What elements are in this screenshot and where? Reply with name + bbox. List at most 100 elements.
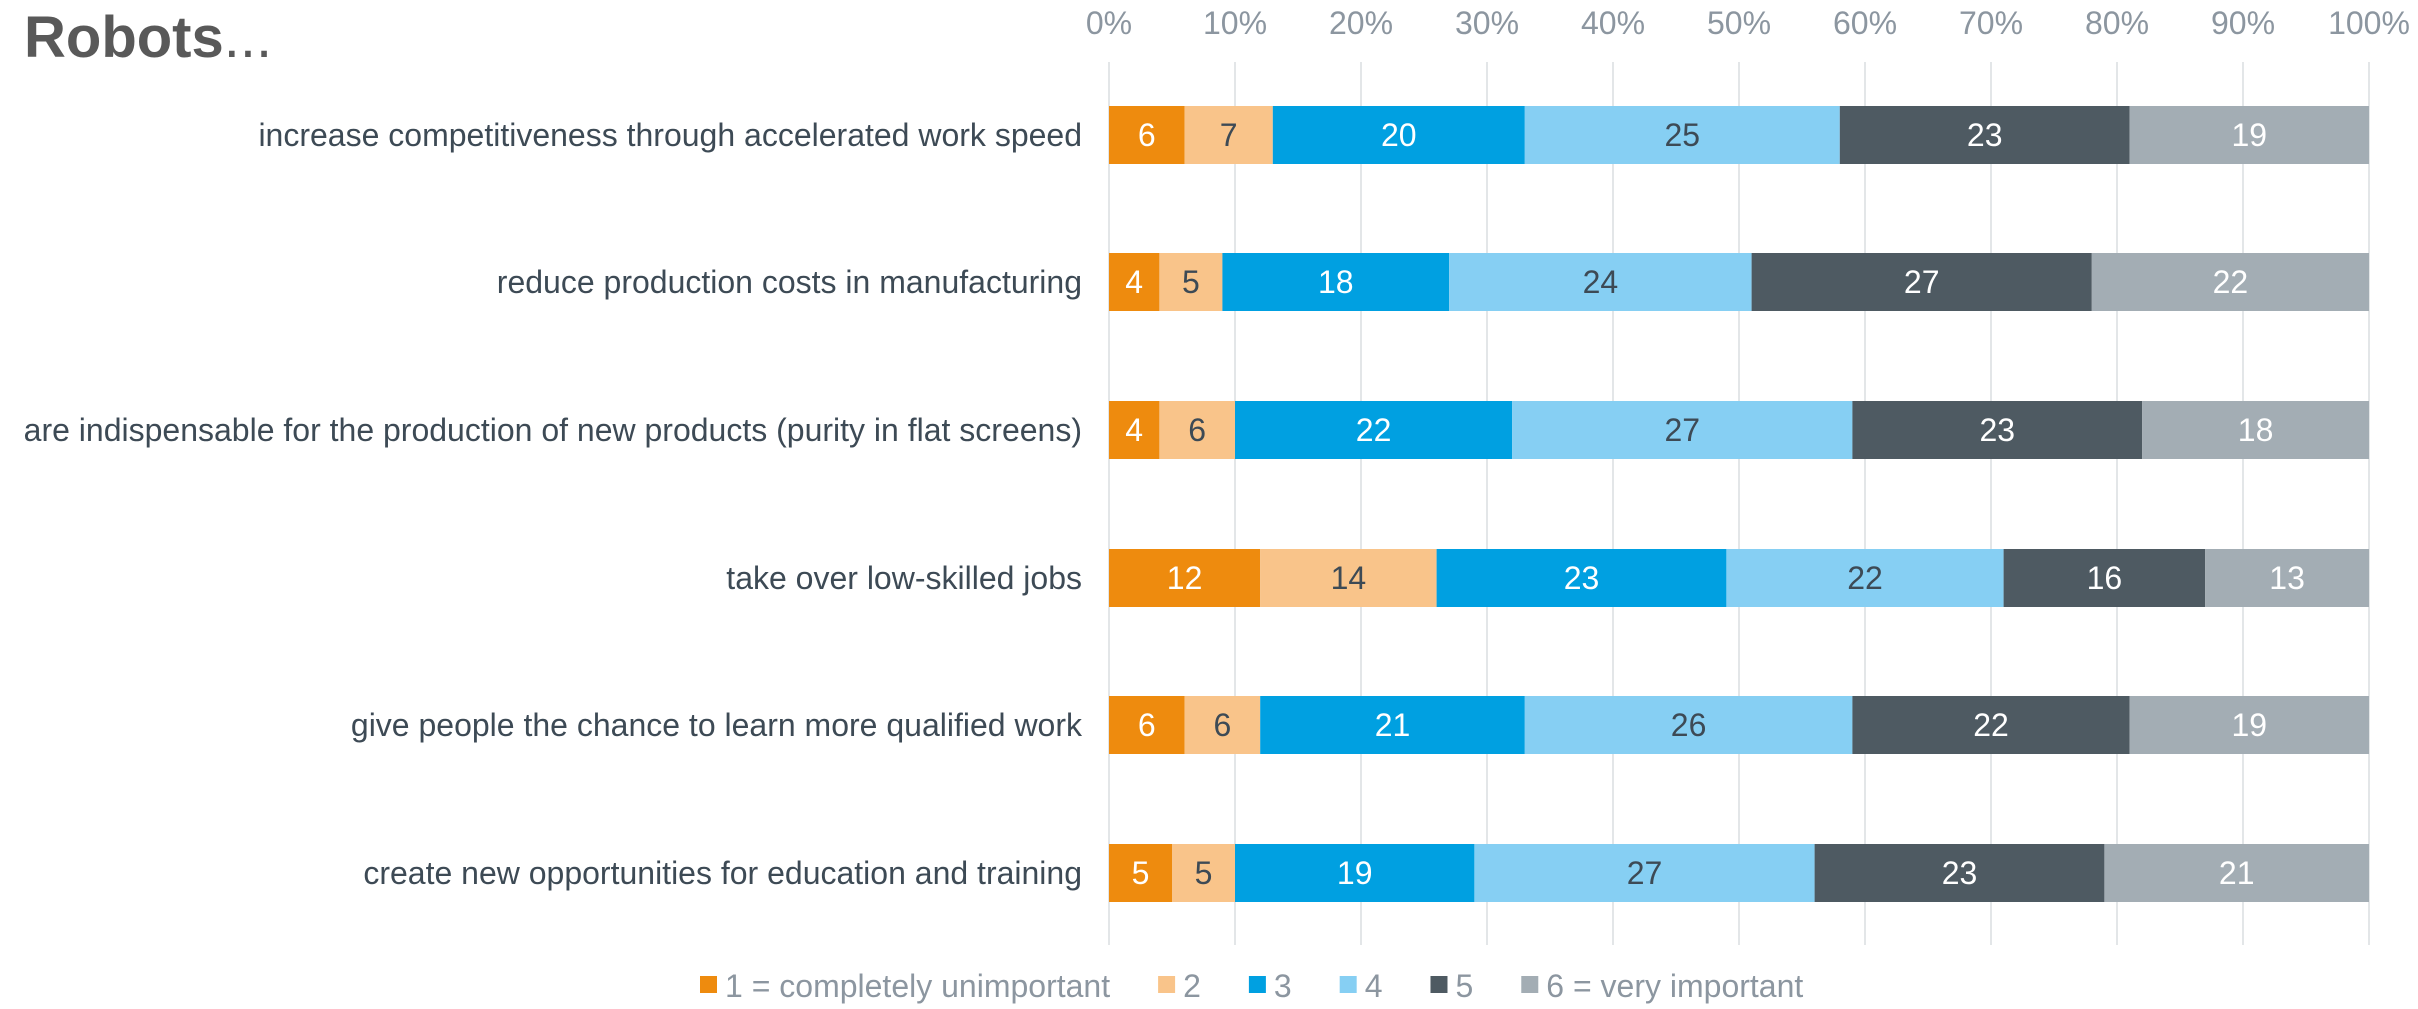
legend-swatch: [700, 976, 717, 993]
category-label: are indispensable for the production of …: [24, 412, 1082, 448]
bar-segment: [1235, 401, 1513, 459]
bar-value-label: 5: [1132, 855, 1150, 891]
bar-value-label: 19: [2232, 707, 2268, 743]
bar-segment: [2104, 844, 2369, 902]
x-tick-label: 80%: [2085, 5, 2149, 41]
bar-value-label: 18: [1318, 264, 1354, 300]
bar-value-label: 23: [1564, 560, 1600, 596]
bar-segment: [1260, 696, 1525, 754]
bar-value-label: 19: [2232, 117, 2268, 153]
bar-row: 5 5 19 27 23 21: [1109, 844, 2369, 902]
bar-segment: [1184, 696, 1261, 754]
bar-value-label: 24: [1583, 264, 1619, 300]
x-tick-label: 0%: [1086, 5, 1132, 41]
gridlines: [1108, 62, 2370, 945]
bar-value-label: 6: [1138, 707, 1156, 743]
bar-segment: [1109, 253, 1160, 311]
bar-value-label: 27: [1904, 264, 1940, 300]
bar-segment: [1159, 401, 1235, 459]
legend-swatch: [1158, 976, 1176, 993]
legend-label: 1 = completely unimportant: [725, 968, 1110, 1004]
bar-value-label: 23: [1942, 855, 1978, 891]
bar-segment: [1235, 844, 1475, 902]
bar-row: 4 6 22 27 23 18: [1109, 401, 2369, 459]
legend-item: 3: [1248, 968, 1292, 1004]
bar-value-label: 23: [1967, 117, 2003, 153]
legend-item: 5: [1430, 968, 1473, 1004]
bar-segment: [1839, 106, 2130, 164]
bar-segment: [2091, 253, 2369, 311]
bar-segment: [2003, 549, 2206, 607]
bar-row: 6 6 21 26 22 19: [1109, 696, 2369, 754]
bar-value-label: 18: [2238, 412, 2274, 448]
bar-value-label: 16: [2087, 560, 2123, 596]
legend-swatch: [1339, 976, 1357, 993]
x-tick-label: 20%: [1329, 5, 1393, 41]
bar-segment: [1524, 696, 1853, 754]
bar-segment: [1814, 844, 2105, 902]
x-tick-label: 70%: [1959, 5, 2023, 41]
chart-title: Robots...: [24, 4, 272, 71]
x-tick-label: 90%: [2211, 5, 2275, 41]
chart-title-suffix: ...: [223, 5, 273, 70]
bar-value-label: 14: [1331, 560, 1367, 596]
bar-segment: [1109, 401, 1160, 459]
x-axis-ticks: 0% 10% 20% 30% 40% 50% 60% 70% 80% 90% 100%: [1086, 5, 2410, 41]
bar-segment: [1260, 549, 1437, 607]
bar-row: 6 7 20 25 23 19: [1109, 106, 2369, 164]
bar-segment: [1184, 106, 1273, 164]
bar-value-label: 12: [1167, 560, 1203, 596]
bar-segment: [1109, 696, 1185, 754]
bar-value-label: 5: [1195, 855, 1213, 891]
bar-segment: [1474, 844, 1815, 902]
bar-value-label: 6: [1214, 707, 1232, 743]
bar-value-label: 4: [1125, 264, 1143, 300]
bar-segment: [1751, 253, 2092, 311]
bar-segment: [1222, 253, 1450, 311]
x-tick-label: 40%: [1581, 5, 1645, 41]
category-label: create new opportunities for education a…: [363, 855, 1082, 891]
bar-value-label: 22: [1973, 707, 2009, 743]
legend-item: 1 = completely unimportant: [700, 968, 1110, 1004]
legend: 1 = completely unimportant 2 3 4 5 6 = very i…: [700, 968, 1803, 1004]
bar-segment: [1172, 844, 1235, 902]
legend-swatch: [1430, 976, 1448, 993]
x-tick-label: 50%: [1707, 5, 1771, 41]
bar-segment: [1159, 253, 1223, 311]
bar-value-label: 21: [2219, 855, 2255, 891]
bar-segment: [2142, 401, 2369, 459]
bar-value-label: 27: [1665, 412, 1701, 448]
bar-value-label: 13: [2269, 560, 2305, 596]
x-tick-label: 100%: [2328, 5, 2410, 41]
bars: 6 7 20 25 23 19 4 5 18 24 27 22 4 6 22 27 23 18 12 14 23 22 16…: [1109, 106, 2369, 902]
bar-segment: [1436, 549, 1727, 607]
category-label: give people the chance to learn more qua…: [351, 707, 1083, 743]
x-tick-label: 30%: [1455, 5, 1519, 41]
bar-value-label: 23: [1980, 412, 2016, 448]
bar-value-label: 22: [1356, 412, 1392, 448]
bar-segment: [1512, 401, 1853, 459]
bar-segment: [1524, 106, 1840, 164]
bar-value-label: 20: [1381, 117, 1417, 153]
chart-title-main: Robots: [24, 5, 224, 70]
legend-label: 2: [1183, 968, 1201, 1004]
category-label: increase competitiveness through acceler…: [258, 117, 1082, 153]
bar-segment: [1852, 696, 2130, 754]
category-labels: increase competitiveness through acceler…: [24, 117, 1083, 891]
legend-label: 6 = very important: [1546, 968, 1803, 1004]
legend-label: 4: [1365, 968, 1383, 1004]
legend-item: 4: [1339, 968, 1383, 1004]
legend-item: 6 = very important: [1521, 968, 1803, 1004]
bar-row: 12 14 23 22 16 13: [1109, 549, 2369, 607]
bar-segment: [1449, 253, 1752, 311]
bar-segment: [1272, 106, 1525, 164]
bar-segment: [1852, 401, 2143, 459]
bar-value-label: 26: [1671, 707, 1707, 743]
bar-segment: [2129, 106, 2369, 164]
bar-value-label: 25: [1665, 117, 1701, 153]
bar-value-label: 7: [1220, 117, 1238, 153]
bar-segment: [1109, 844, 1172, 902]
bar-value-label: 5: [1182, 264, 1200, 300]
bar-value-label: 22: [2213, 264, 2249, 300]
